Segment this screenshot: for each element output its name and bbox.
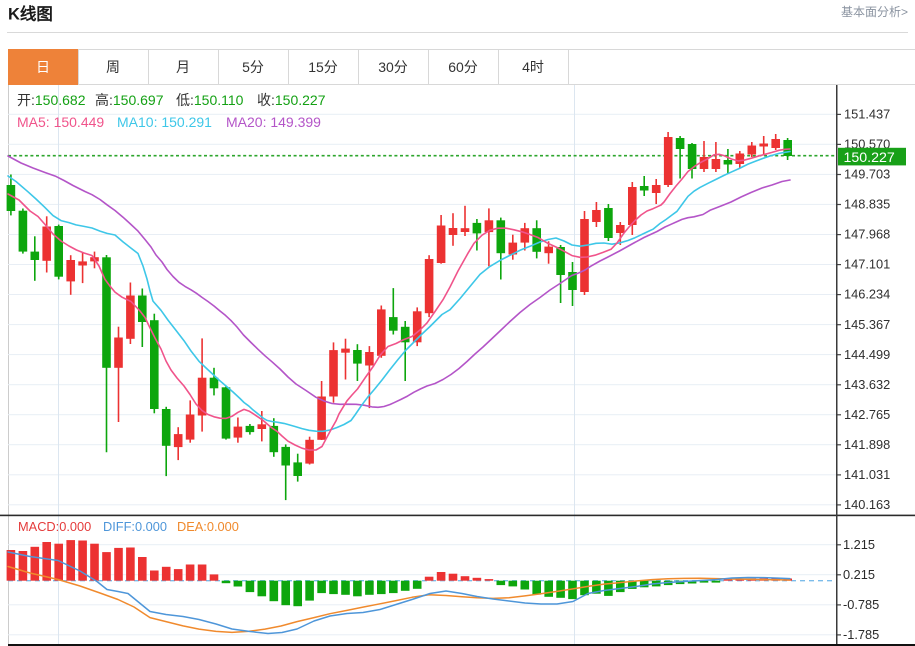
svg-text:60分: 60分	[448, 59, 478, 75]
svg-text:15分: 15分	[308, 59, 338, 75]
svg-text:月: 月	[176, 59, 190, 75]
svg-text:5分: 5分	[242, 59, 264, 75]
svg-text:基本面分析>: 基本面分析>	[841, 5, 908, 19]
svg-text:K线图: K线图	[8, 4, 53, 24]
svg-text:1.215: 1.215	[843, 537, 875, 552]
svg-text:0.215: 0.215	[843, 567, 875, 582]
svg-text:-1.785: -1.785	[843, 627, 879, 642]
svg-text:147.101: 147.101	[844, 257, 890, 272]
svg-text:-0.785: -0.785	[843, 597, 879, 612]
svg-text:146.234: 146.234	[844, 287, 890, 302]
svg-text:150.570: 150.570	[844, 137, 890, 152]
svg-text:151.437: 151.437	[844, 107, 890, 122]
svg-text:30分: 30分	[378, 59, 408, 75]
svg-text:149.703: 149.703	[844, 167, 890, 182]
svg-text:144.499: 144.499	[844, 347, 890, 362]
svg-text:142.765: 142.765	[844, 407, 890, 422]
svg-text:141.898: 141.898	[844, 437, 890, 452]
svg-text:150.227: 150.227	[844, 150, 895, 166]
svg-text:143.632: 143.632	[844, 377, 890, 392]
svg-text:148.835: 148.835	[844, 197, 890, 212]
svg-text:日: 日	[36, 59, 50, 75]
svg-text:147.968: 147.968	[844, 227, 890, 242]
svg-text:4时: 4时	[522, 59, 544, 75]
svg-text:周: 周	[106, 59, 120, 75]
svg-text:141.031: 141.031	[844, 467, 890, 482]
svg-text:140.163: 140.163	[844, 497, 890, 512]
svg-text:145.367: 145.367	[844, 317, 890, 332]
